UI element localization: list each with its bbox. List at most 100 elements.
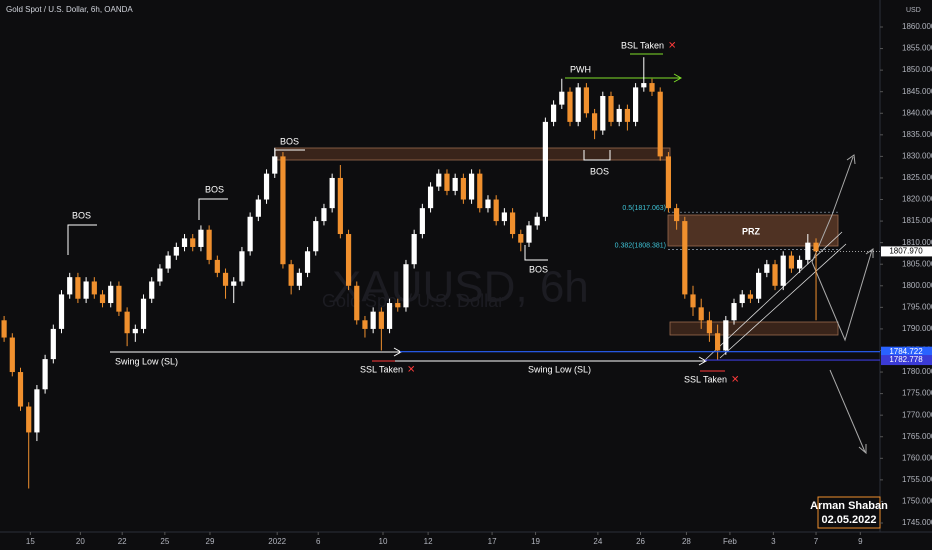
candle-body	[190, 238, 196, 247]
candle-body	[534, 216, 540, 226]
candle-body	[805, 242, 811, 260]
cross-mark: ✕	[731, 375, 739, 386]
candle-body	[42, 359, 48, 390]
y-tick-label: 1850.000	[902, 65, 932, 74]
x-tick-label: 29	[206, 537, 215, 546]
candle-body	[263, 173, 270, 200]
candle-body	[698, 307, 704, 321]
candle-body	[1, 320, 7, 338]
candle-body	[813, 242, 819, 252]
candle-body	[99, 294, 106, 304]
x-tick-label: 2022	[268, 537, 286, 546]
candle-body	[452, 177, 458, 191]
candle-body	[157, 268, 163, 282]
candle-body	[140, 298, 147, 329]
annotation: SSL Taken	[684, 374, 727, 384]
annotation: PWH	[570, 64, 591, 74]
candle-body	[67, 277, 73, 295]
candle-body	[239, 251, 245, 282]
y-tick-label: 1845.000	[902, 87, 932, 96]
chart-title: Gold Spot / U.S. Dollar, 6h, OANDA	[6, 5, 133, 14]
watermark-name: Gold Spot / U.S. Dollar	[322, 291, 504, 311]
signature-box	[817, 496, 881, 529]
candle-body	[370, 311, 376, 329]
candle-body	[665, 156, 672, 209]
candle-body	[386, 303, 393, 329]
x-tick-label: Feb	[723, 537, 737, 546]
y-tick-label: 1770.000	[902, 410, 932, 419]
y-tick-label: 1760.000	[902, 453, 932, 462]
candle-body	[567, 91, 573, 122]
candle-body	[559, 91, 565, 105]
candle-body	[739, 294, 745, 304]
candle-body	[34, 389, 40, 433]
annotation: BOS	[205, 184, 224, 194]
candle-body	[337, 177, 343, 235]
candle-body	[616, 108, 622, 122]
x-tick-label: 12	[424, 537, 433, 546]
arrow-head	[846, 154, 856, 165]
last-price-label: 1807.970	[889, 247, 923, 256]
arrow-head	[858, 444, 867, 455]
y-tick-label: 1815.000	[902, 216, 932, 225]
candle-body	[354, 285, 360, 321]
candle-body	[723, 320, 729, 351]
bos-zone	[274, 147, 671, 161]
candle-body	[526, 225, 532, 243]
candle-body	[427, 186, 434, 209]
candle-body	[288, 264, 294, 286]
candle-body	[304, 251, 311, 273]
candle-body	[403, 264, 409, 308]
candle-body	[181, 238, 188, 247]
candle-body	[690, 294, 696, 308]
candle-body	[26, 406, 32, 433]
candle-body	[149, 281, 155, 299]
y-tick-label: 1840.000	[902, 108, 932, 117]
y-tick-label: 1775.000	[902, 389, 932, 398]
watermark-symbol: XAUUSD, 6h	[332, 263, 589, 312]
candle-body	[788, 255, 795, 269]
arrow-head	[865, 248, 874, 258]
candle-body	[395, 303, 401, 308]
bos-line	[198, 198, 228, 220]
level-label: 1784.722	[889, 347, 923, 356]
y-tick-label: 1745.000	[902, 518, 932, 527]
y-tick-label: 1795.000	[902, 302, 932, 311]
candle-body	[124, 311, 130, 334]
candle-body	[657, 91, 663, 157]
candle-body	[436, 173, 442, 187]
candle-body	[550, 104, 557, 122]
candle-body	[329, 177, 335, 209]
candle-body	[682, 221, 688, 295]
candle-body	[91, 281, 97, 295]
fib-label: 0.382(1808.381)	[615, 242, 666, 249]
candle-body	[460, 177, 466, 200]
candle-body	[641, 83, 647, 88]
x-tick-label: 3	[771, 537, 776, 546]
candle-body	[509, 212, 516, 235]
candle-body	[518, 234, 524, 243]
arrow-head	[698, 356, 708, 366]
annotation: BOS	[529, 264, 548, 274]
bos-line	[524, 245, 548, 261]
currency: USD	[906, 7, 921, 14]
candle-body	[214, 259, 220, 273]
cross-mark: ✕	[407, 365, 415, 376]
candle-body	[9, 337, 15, 373]
y-tick-label: 1750.000	[902, 497, 932, 506]
candle-body	[772, 264, 778, 286]
level-box	[881, 355, 932, 366]
x-tick-label: 22	[118, 537, 127, 546]
candle-body	[58, 294, 65, 329]
candle-body	[198, 229, 204, 247]
fib-label: 0.5(1817.063)	[622, 205, 666, 212]
projection	[829, 369, 866, 453]
candle-body	[173, 246, 179, 256]
candle-body	[542, 121, 548, 217]
candle-body	[362, 320, 368, 329]
candle-body	[296, 272, 302, 286]
annotation: BOS	[280, 136, 299, 146]
projection	[811, 156, 854, 263]
level-box	[881, 346, 932, 357]
